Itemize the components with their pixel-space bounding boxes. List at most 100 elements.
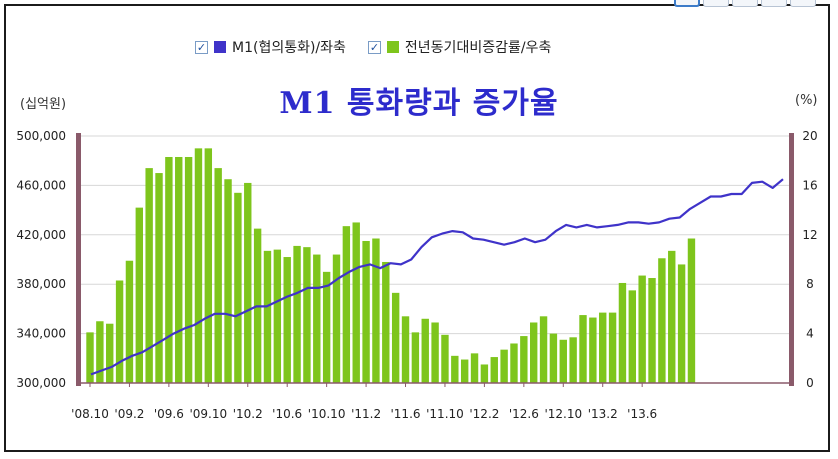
right-axis [789, 133, 794, 386]
bar [490, 357, 498, 383]
x-tick-label: '13.6 [627, 407, 657, 421]
left-axis-unit: (십억원) [20, 97, 67, 112]
bar [628, 290, 636, 383]
legend-item-growth[interactable]: ✓ 전년동기대비증감률/우축 [367, 37, 552, 57]
bar [460, 359, 469, 383]
bar [480, 364, 489, 383]
bar [411, 332, 420, 383]
x-tick-label: '11.2 [351, 407, 381, 421]
bar [391, 292, 400, 383]
bar [451, 355, 459, 383]
bar [244, 182, 252, 383]
bar [145, 168, 153, 383]
bar [135, 207, 143, 383]
legend-swatch-m1 [214, 41, 226, 53]
left-axis [76, 133, 81, 386]
bar [599, 312, 607, 383]
right-axis-unit: (%) [795, 93, 818, 108]
bar [303, 247, 311, 383]
x-tick-label: '09.10 [189, 407, 227, 421]
x-tick-label: '11.10 [426, 407, 464, 421]
bar [263, 250, 272, 383]
x-tick-label: '10.2 [233, 407, 263, 421]
left-tick-label: 460,000 [16, 178, 66, 192]
chart-legend: ✓ M1(협의통화)/좌축 ✓ 전년동기대비증감률/우축 [195, 36, 573, 58]
bar [155, 173, 163, 383]
bar [401, 316, 410, 383]
bar [539, 316, 548, 383]
bar [224, 179, 232, 383]
checkbox-icon[interactable]: ✓ [367, 40, 381, 54]
x-tick-label: '10.10 [308, 407, 346, 421]
right-tick-label: 12 [802, 228, 817, 242]
right-tick-label: 0 [806, 376, 814, 390]
bar [322, 271, 331, 383]
bar [648, 278, 656, 383]
x-tick-label: '11.6 [391, 407, 421, 421]
bar [687, 238, 696, 383]
legend-label-m1: M1(협의통화)/좌축 [232, 40, 346, 56]
bar [589, 317, 597, 383]
left-tick-label: 500,000 [16, 129, 66, 143]
bar [579, 315, 587, 383]
bar [175, 156, 183, 383]
right-tick-label: 8 [806, 277, 814, 291]
bar [677, 264, 686, 383]
window-controls [674, 0, 816, 8]
checkbox-icon[interactable]: ✓ [195, 40, 208, 54]
x-tick-label: '12.6 [509, 407, 539, 421]
window-button[interactable] [761, 0, 787, 7]
bar [293, 245, 301, 383]
window-button[interactable] [790, 0, 816, 7]
line-series-m1 [90, 178, 784, 376]
right-tick-label: 4 [806, 327, 814, 341]
bar [115, 280, 124, 383]
bar [520, 336, 528, 383]
bar [273, 249, 282, 383]
x-tick-label: '09.6 [154, 407, 184, 421]
legend-swatch-growth [386, 41, 399, 53]
bar [530, 322, 538, 383]
bar [352, 222, 360, 383]
x-tick-label: '12.10 [544, 407, 582, 421]
bar [106, 323, 114, 383]
window-button[interactable] [732, 0, 758, 7]
x-tick-label: '08.10 [71, 407, 109, 421]
left-tick-label: 340,000 [16, 327, 66, 341]
bar [618, 282, 627, 383]
bar [658, 258, 666, 383]
left-tick-label: 300,000 [16, 376, 66, 390]
left-tick-label: 420,000 [16, 228, 66, 242]
bar [431, 322, 439, 383]
bar [510, 343, 518, 383]
bar [569, 337, 577, 383]
bar [234, 192, 242, 383]
legend-item-m1[interactable]: ✓ M1(협의통화)/좌축 [195, 37, 346, 57]
window-button[interactable] [703, 0, 729, 7]
bar [86, 332, 94, 383]
right-tick-label: 16 [802, 178, 817, 192]
bar [608, 312, 617, 383]
bar [184, 156, 193, 383]
bar [549, 333, 558, 383]
chart-title: M1 통화량과 증가율 [279, 86, 559, 121]
bar [313, 254, 321, 383]
x-tick-label: '10.6 [272, 407, 302, 421]
bar [382, 261, 390, 383]
x-tick-label: '12.2 [469, 407, 499, 421]
bar [372, 238, 380, 383]
bar [204, 148, 213, 383]
bar [362, 240, 370, 383]
bar [342, 226, 351, 383]
bar [500, 349, 508, 383]
bar [638, 275, 646, 383]
legend-label-growth: 전년동기대비증감률/우축 [404, 40, 552, 56]
bar [283, 257, 291, 383]
window-button[interactable] [674, 0, 700, 7]
bar [96, 321, 104, 383]
right-tick-label: 20 [802, 129, 817, 143]
x-tick-label: '09.2 [114, 407, 144, 421]
left-tick-label: 380,000 [16, 277, 66, 291]
bar [332, 254, 341, 383]
